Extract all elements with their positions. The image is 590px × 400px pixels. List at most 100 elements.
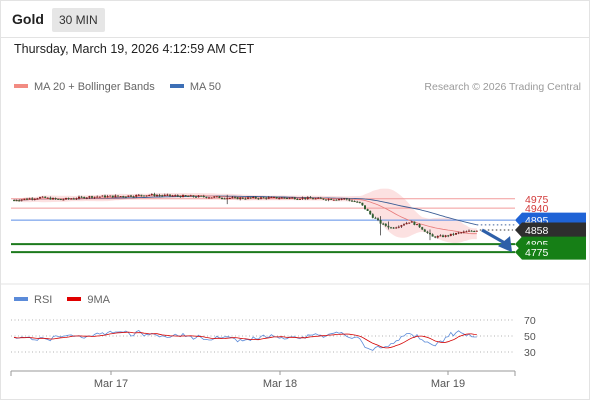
candle-body-58 [163, 194, 166, 196]
candle-body-67 [187, 195, 190, 197]
candle-body-93 [254, 197, 257, 199]
candle-body-125 [338, 199, 340, 201]
candle-body-19 [62, 199, 65, 201]
legend-label-rsi: RSI [34, 294, 53, 306]
candle-body-60 [169, 194, 171, 196]
candle-body-97 [265, 197, 268, 199]
candle-body-134 [361, 202, 364, 206]
candle-body-154 [413, 221, 416, 225]
candle-body-170 [455, 233, 457, 235]
candle-body-41 [119, 196, 122, 198]
candle-body-168 [449, 233, 452, 236]
candle-body-12 [44, 196, 47, 198]
candle-body-161 [431, 234, 434, 237]
candle-body-124 [335, 199, 338, 201]
projection-arrow [481, 228, 512, 253]
candle-body-32 [96, 196, 99, 198]
candle-body-128 [345, 198, 348, 200]
candle-body-175 [468, 230, 470, 232]
time-axis-label-2: Mar 19 [431, 378, 465, 390]
candle-body-73 [202, 195, 205, 197]
candle-body-16 [54, 198, 57, 200]
candle-body-89 [244, 198, 247, 200]
candle-body-18 [59, 199, 62, 201]
candle-body-77 [213, 196, 216, 198]
legend-swatch-rsi [14, 297, 28, 302]
candle-body-144 [387, 225, 390, 228]
candle-body-165 [442, 235, 444, 237]
candle-body-46 [132, 196, 135, 198]
timestamp: Thursday, March 19, 2026 4:12:59 AM CET [14, 42, 255, 56]
candle-body-101 [275, 196, 278, 199]
candle-body-15 [52, 198, 54, 200]
candle-body-139 [374, 217, 377, 219]
candle-body-105 [286, 197, 288, 199]
candle-body-4 [23, 198, 26, 200]
candle-body-94 [257, 198, 260, 200]
candle-body-151 [405, 222, 408, 225]
candle-body-96 [262, 197, 265, 199]
candle-body-7 [31, 198, 34, 200]
candle-body-112 [304, 197, 307, 199]
candle-body-3 [20, 199, 23, 201]
candle-body-59 [166, 194, 169, 196]
candle-body-106 [288, 197, 291, 199]
candle-body-54 [153, 194, 156, 196]
candle-body-51 [145, 195, 148, 197]
candle-body-31 [93, 196, 96, 198]
rsi-level-labels: 70 50 30 [524, 315, 536, 359]
copyright-text: Research © 2026 Trading Central [424, 81, 581, 93]
candle-body-156 [418, 224, 421, 228]
candle-body-56 [158, 195, 161, 197]
timeframe-badge[interactable]: 30 MIN [52, 8, 105, 32]
candle-body-25 [78, 196, 80, 199]
candle-body-83 [228, 198, 231, 200]
candle-body-37 [109, 195, 112, 197]
legend-label-9ma: 9MA [87, 294, 111, 306]
candle-body-87 [239, 197, 242, 200]
legend-label-ma20: MA 20 + Bollinger Bands [34, 81, 155, 93]
candle-body-155 [416, 224, 418, 226]
rsi-level-label-70: 70 [524, 315, 536, 327]
candle-body-29 [88, 196, 91, 198]
candle-body-146 [392, 227, 395, 229]
candle-body-21 [67, 198, 70, 200]
candle-body-88 [241, 197, 244, 199]
candle-body-71 [197, 195, 200, 198]
time-axis-label-1: Mar 18 [263, 378, 297, 390]
candle-body-55 [156, 195, 158, 197]
candle-body-141 [379, 219, 382, 224]
candle-body-57 [161, 195, 164, 197]
candle-body-164 [439, 235, 442, 237]
candle-body-115 [312, 198, 314, 200]
candle-body-160 [429, 232, 431, 235]
candle-body-152 [408, 222, 411, 224]
candle-body-26 [80, 196, 83, 198]
candle-body-13 [46, 197, 49, 199]
candle-body-137 [369, 210, 372, 215]
candle-body-107 [291, 197, 294, 199]
candle-body-11 [41, 196, 44, 198]
candle-body-76 [210, 197, 213, 199]
price-tag-label-4940: 4940 [525, 203, 549, 215]
rsi-level-label-50: 50 [524, 331, 536, 343]
legend-swatch-9ma [67, 297, 82, 302]
legend-item-ma50: MA 50 [169, 81, 221, 93]
candle-body-172 [460, 232, 463, 234]
candle-body-17 [57, 198, 60, 200]
candle-body-132 [356, 201, 359, 203]
candle-body-145 [390, 227, 392, 229]
candle-body-167 [447, 235, 450, 237]
candle-body-1 [15, 200, 18, 202]
candle-body-100 [273, 196, 275, 198]
candle-body-131 [353, 200, 356, 202]
candle-body-169 [452, 233, 455, 235]
candle-body-92 [252, 197, 255, 199]
candle-body-142 [382, 223, 385, 225]
candle-body-157 [421, 227, 424, 230]
legend-item-ma20: MA 20 + Bollinger Bands [14, 81, 155, 93]
candle-body-174 [465, 231, 468, 233]
candle-body-14 [49, 197, 52, 200]
candle-body-114 [309, 197, 312, 199]
candle-body-116 [314, 198, 317, 200]
